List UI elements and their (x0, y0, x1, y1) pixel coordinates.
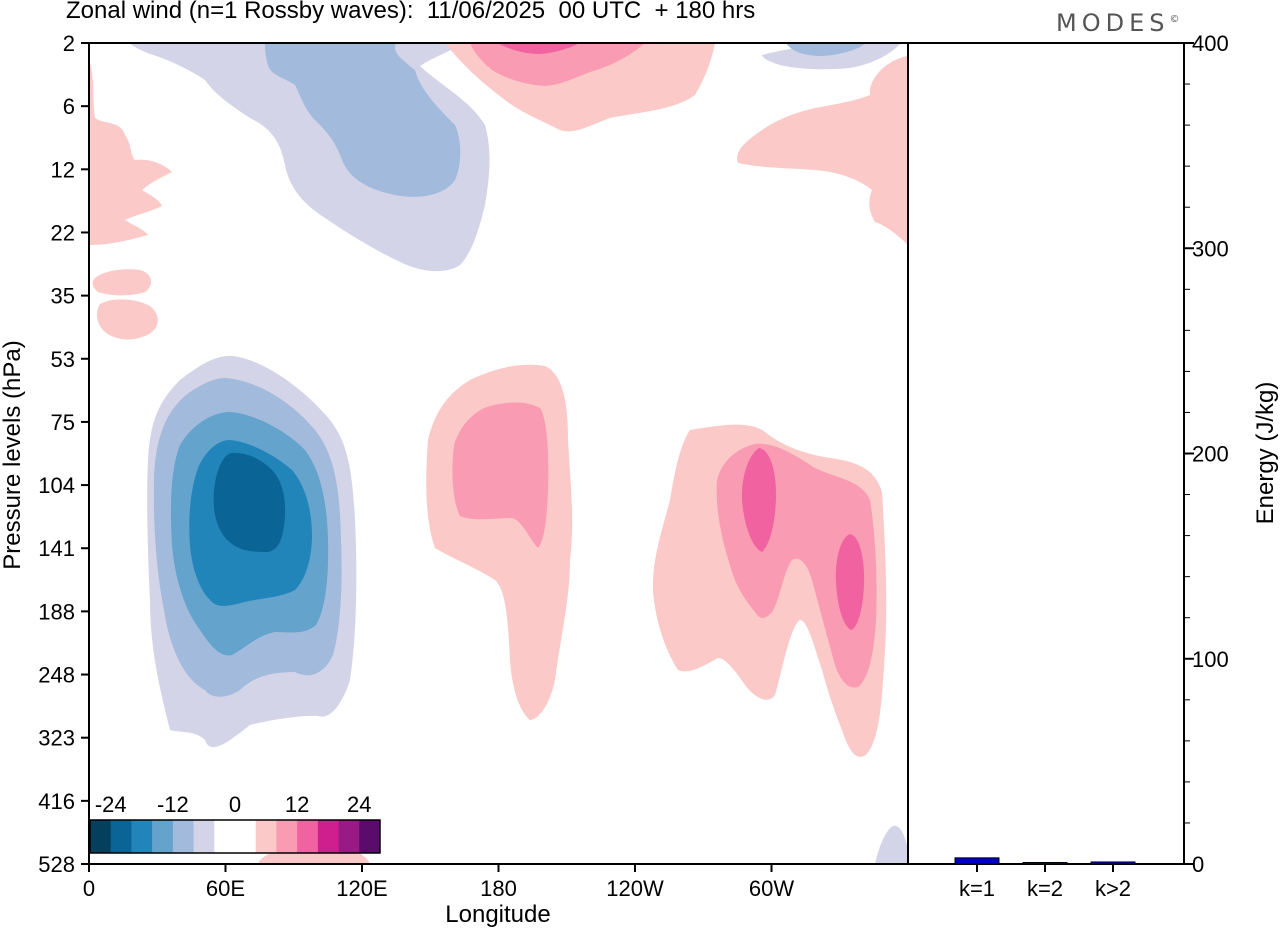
colorbar-label: -12 (157, 792, 189, 817)
contour-pos-left-blob-b (97, 299, 158, 340)
colorbar-swatch (317, 820, 339, 853)
energy-tick-label: 300 (1192, 236, 1229, 261)
brand-mark: © (1169, 14, 1180, 25)
y-tick-label: 75 (51, 410, 75, 435)
contour-pos-center-level-2 (452, 402, 549, 548)
y-tick-label: 104 (38, 473, 75, 498)
colorbar-label: 12 (285, 792, 309, 817)
contour-pos-upper-right (737, 56, 908, 245)
colorbar-swatch (90, 820, 112, 853)
energy-tick-label: 100 (1192, 647, 1229, 672)
y-tick-label: 53 (51, 347, 75, 372)
energy-tick-label: 400 (1192, 31, 1229, 56)
y-tick-label: 528 (38, 852, 75, 877)
colorbar-swatch (110, 820, 132, 853)
colorbar-label: 0 (229, 792, 241, 817)
y-tick-label: 6 (63, 94, 75, 119)
y-axis: 2 6 12 22 35 53 75 104 141 188 248 323 416 528 (38, 31, 89, 877)
y-tick-label: 323 (38, 726, 75, 751)
colorbar-label: 24 (347, 792, 371, 817)
colorbar-label: -24 (95, 792, 127, 817)
y-tick-label: 141 (38, 536, 75, 561)
energy-category-label: k=2 (1027, 876, 1063, 901)
colorbar-swatch (255, 820, 277, 853)
x-tick-label: 0 (83, 876, 95, 901)
contour-pos-left-blob-a (92, 269, 152, 296)
y-tick-label: 2 (63, 31, 75, 56)
y-tick-label: 12 (51, 157, 75, 182)
energy-bar (954, 857, 1000, 865)
colorbar-swatch (131, 820, 153, 853)
x-axis-label: Longitude (445, 901, 550, 928)
energy-bar (1090, 861, 1136, 865)
y-tick-label: 35 (51, 284, 75, 309)
contour-pos-top-level-2 (470, 43, 645, 86)
energy-bar (1022, 862, 1068, 865)
brand-logo: MODES© (1056, 9, 1179, 37)
contour-field (89, 43, 908, 864)
contour-neg-level-5 (213, 452, 286, 552)
colorbar-swatch (193, 820, 215, 853)
contour-pos-top-level-3 (498, 43, 580, 54)
chart-title: Zonal wind (n=1 Rossby waves): 11/06/202… (66, 0, 756, 24)
colorbar-swatch (297, 820, 319, 853)
energy-axis-label: Energy (J/kg) (1252, 382, 1279, 525)
x-tick-label: 120E (336, 876, 387, 901)
colorbar: -24 -12 0 12 24 (89, 792, 381, 854)
colorbar-swatch (276, 820, 298, 853)
x-tick-label: 120W (606, 876, 664, 901)
contour-pos-right-level-3b (835, 534, 865, 630)
x-tick-label: 60E (206, 876, 245, 901)
colorbar-swatch (214, 820, 236, 853)
energy-tick-label: 200 (1192, 442, 1229, 467)
brand-name: MODES (1056, 9, 1170, 37)
colorbar-swatch (235, 820, 257, 853)
energy-bars: k=1 k=2 k>2 (954, 857, 1136, 901)
y-tick-label: 22 (51, 220, 75, 245)
energy-category-label: k>2 (1095, 876, 1131, 901)
y-tick-label: 188 (38, 599, 75, 624)
colorbar-swatch (172, 820, 194, 853)
colorbar-frame (89, 819, 381, 854)
energy-axis: 0 100 200 300 400 (1184, 31, 1229, 877)
energy-category-label: k=1 (959, 876, 995, 901)
x-axis: 0 60E 120E 180 120W 60W (83, 864, 794, 901)
colorbar-swatch (152, 820, 174, 853)
colorbar-swatch (359, 820, 381, 853)
y-tick-label: 416 (38, 789, 75, 814)
contour-pos-right-level-3a (741, 448, 776, 552)
y-axis-label: Pressure levels (hPa) (0, 340, 26, 569)
y-tick-label: 248 (38, 663, 75, 688)
contour-neg-bottom-right (875, 825, 908, 864)
contour-pos-left-edge (89, 60, 172, 245)
x-tick-label: 180 (480, 876, 517, 901)
x-tick-label: 60W (749, 876, 794, 901)
contour-neg-topright-level-2 (786, 43, 866, 56)
contour-neg-upper-level-2 (265, 43, 461, 197)
colorbar-swatch (338, 820, 360, 853)
energy-tick-label: 0 (1192, 852, 1204, 877)
energy-panel-frame (907, 42, 1185, 865)
